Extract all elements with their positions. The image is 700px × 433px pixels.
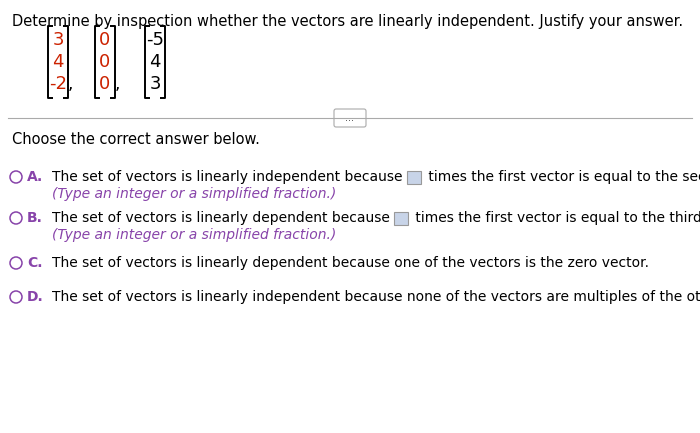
Text: 0: 0 bbox=[99, 31, 111, 49]
Text: (Type an integer or a simplified fraction.): (Type an integer or a simplified fractio… bbox=[52, 187, 336, 201]
Text: ,: , bbox=[67, 75, 73, 93]
Text: 3: 3 bbox=[52, 31, 64, 49]
Text: The set of vectors is linearly dependent because: The set of vectors is linearly dependent… bbox=[52, 211, 394, 225]
Text: B.: B. bbox=[27, 211, 43, 225]
Text: times the first vector is equal to the second vector.: times the first vector is equal to the s… bbox=[424, 170, 700, 184]
Text: D.: D. bbox=[27, 290, 43, 304]
Text: (Type an integer or a simplified fraction.): (Type an integer or a simplified fractio… bbox=[52, 228, 336, 242]
Text: The set of vectors is linearly independent because: The set of vectors is linearly independe… bbox=[52, 170, 407, 184]
Text: C.: C. bbox=[27, 256, 43, 270]
Text: ,: , bbox=[114, 75, 120, 93]
FancyBboxPatch shape bbox=[394, 211, 408, 224]
Text: Determine by inspection whether the vectors are linearly independent. Justify yo: Determine by inspection whether the vect… bbox=[12, 14, 683, 29]
Text: 0: 0 bbox=[99, 75, 111, 93]
Text: Choose the correct answer below.: Choose the correct answer below. bbox=[12, 132, 260, 147]
FancyBboxPatch shape bbox=[407, 171, 421, 184]
Text: 0: 0 bbox=[99, 53, 111, 71]
FancyBboxPatch shape bbox=[334, 109, 366, 127]
Text: -5: -5 bbox=[146, 31, 164, 49]
Text: 3: 3 bbox=[149, 75, 161, 93]
Text: 4: 4 bbox=[52, 53, 64, 71]
Text: 4: 4 bbox=[149, 53, 161, 71]
Text: ...: ... bbox=[346, 113, 354, 123]
Text: The set of vectors is linearly dependent because one of the vectors is the zero : The set of vectors is linearly dependent… bbox=[52, 256, 649, 270]
Text: A.: A. bbox=[27, 170, 43, 184]
Text: The set of vectors is linearly independent because none of the vectors are multi: The set of vectors is linearly independe… bbox=[52, 290, 700, 304]
Text: -2: -2 bbox=[49, 75, 67, 93]
Text: times the first vector is equal to the third vector.: times the first vector is equal to the t… bbox=[412, 211, 700, 225]
